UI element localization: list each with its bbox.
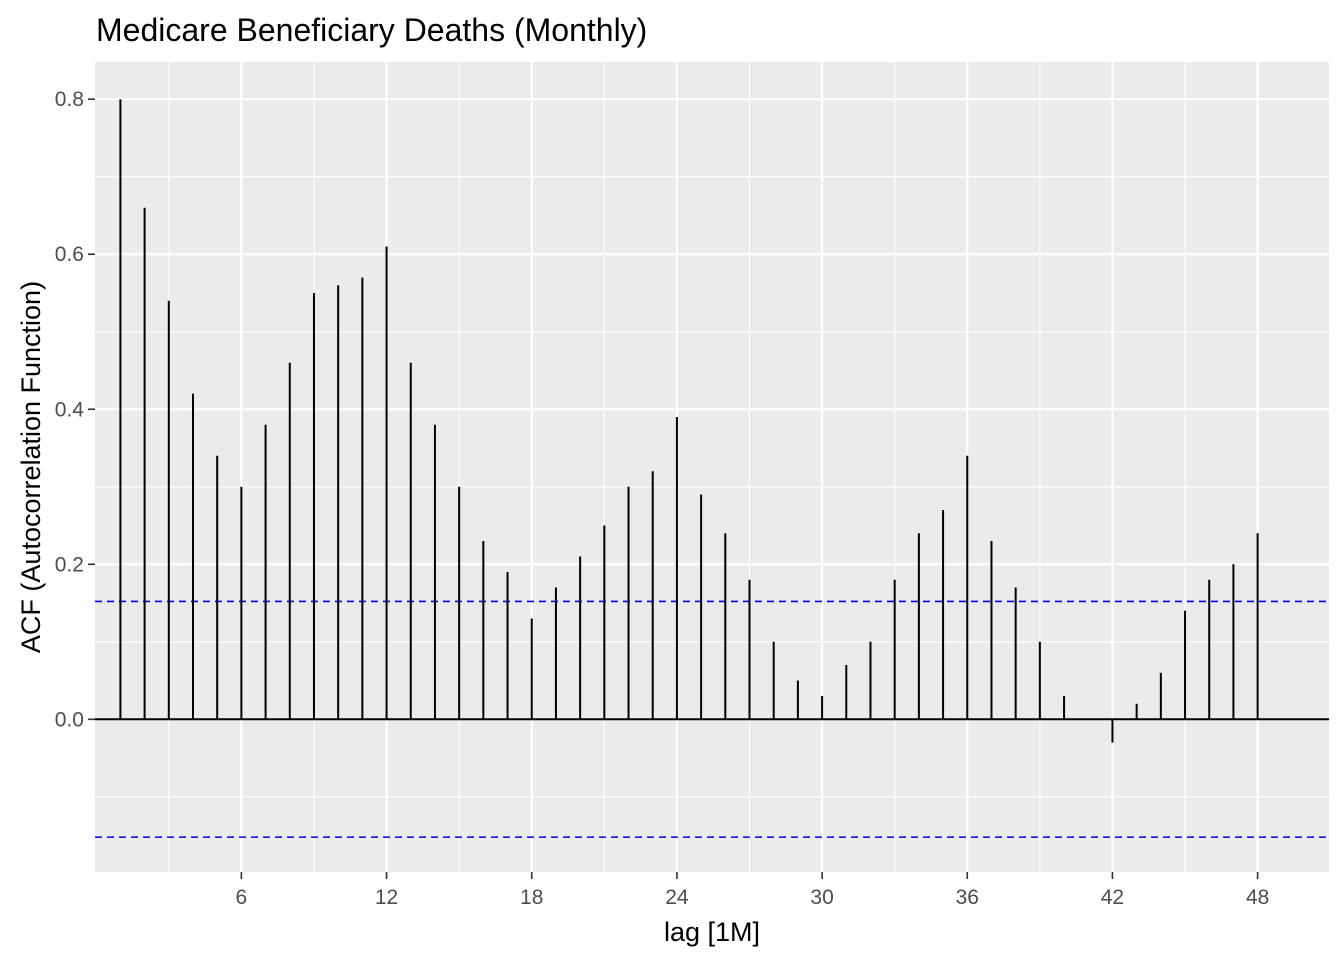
y-tick-label: 0.8 [55,88,84,111]
x-tick-label: 6 [236,886,248,909]
chart-title: Medicare Beneficiary Deaths (Monthly) [96,12,647,48]
x-tick-label: 18 [520,886,543,909]
x-tick-label: 24 [665,886,689,909]
x-tick-label: 42 [1101,886,1124,909]
y-tick-label: 0.6 [55,243,84,266]
y-tick-label: 0.0 [55,708,84,731]
x-tick-label: 30 [810,886,833,909]
y-axis-title: ACF (Autocorrelation Function) [16,281,46,653]
plot-panel [95,62,1329,872]
y-axis-ticks: 0.0 0.2 0.4 0.6 0.8 [55,88,95,731]
x-axis-title: lag [1M] [664,917,760,947]
x-tick-label: 48 [1246,886,1269,909]
y-tick-label: 0.2 [55,553,84,576]
confidence-lines [95,600,1329,838]
y-tick-label: 0.4 [55,398,85,421]
acf-bars [119,99,1259,743]
x-tick-label: 36 [956,886,979,909]
x-axis-ticks: 6 12 18 24 30 36 42 48 [236,872,1269,909]
x-tick-label: 12 [375,886,398,909]
minor-grid [95,62,1329,872]
